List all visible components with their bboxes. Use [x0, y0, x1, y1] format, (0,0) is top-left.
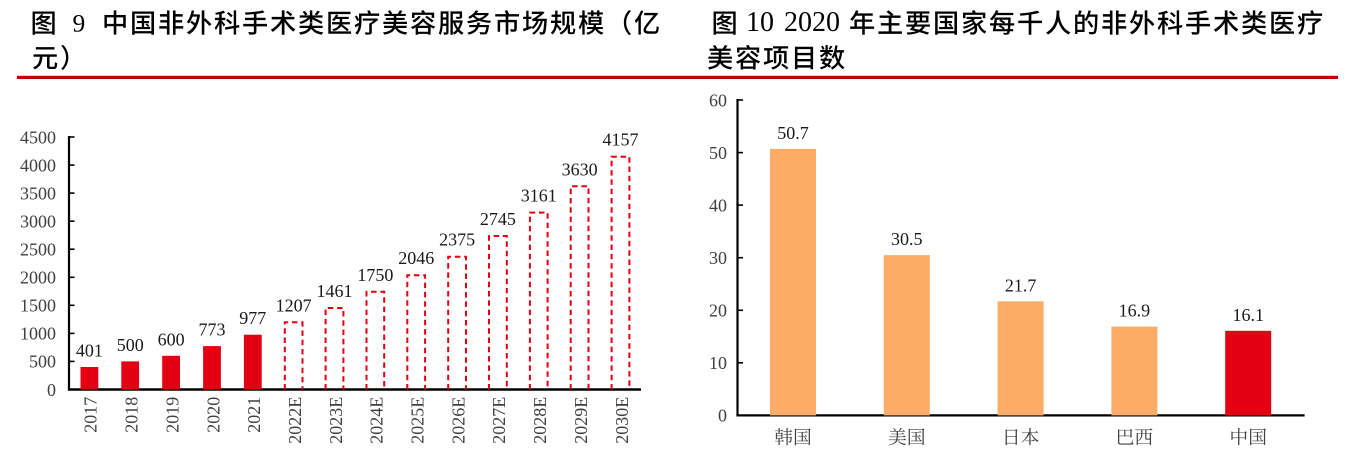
svg-text:2018: 2018 [122, 397, 142, 433]
svg-text:2022E: 2022E [285, 397, 305, 444]
svg-text:2017: 2017 [81, 397, 101, 433]
svg-text:3161: 3161 [521, 186, 557, 206]
svg-text:4000: 4000 [20, 155, 56, 175]
svg-text:4500: 4500 [20, 127, 56, 147]
svg-text:2020: 2020 [784, 7, 840, 38]
svg-text:50: 50 [709, 143, 727, 163]
svg-text:2024E: 2024E [367, 397, 387, 444]
svg-text:1000: 1000 [20, 324, 56, 344]
svg-text:3630: 3630 [562, 159, 598, 179]
svg-text:2030E: 2030E [612, 397, 632, 444]
svg-text:3000: 3000 [20, 212, 56, 232]
svg-text:1750: 1750 [357, 265, 393, 285]
svg-text:0: 0 [47, 380, 56, 400]
svg-text:977: 977 [239, 308, 266, 328]
svg-text:50.7: 50.7 [777, 123, 809, 143]
svg-text:2046: 2046 [398, 248, 434, 268]
svg-text:401: 401 [76, 341, 103, 361]
svg-text:600: 600 [158, 329, 185, 349]
svg-text:773: 773 [199, 320, 226, 340]
svg-text:10: 10 [746, 7, 774, 38]
svg-text:0: 0 [718, 406, 727, 426]
svg-text:30: 30 [709, 248, 727, 268]
svg-text:30.5: 30.5 [891, 229, 923, 249]
svg-text:2745: 2745 [480, 209, 516, 229]
svg-text:20: 20 [709, 301, 727, 321]
svg-text:2000: 2000 [20, 268, 56, 288]
svg-text:2500: 2500 [20, 240, 56, 260]
svg-text:40: 40 [709, 195, 727, 215]
svg-text:2025E: 2025E [408, 397, 428, 444]
svg-text:2029E: 2029E [571, 397, 591, 444]
svg-text:2027E: 2027E [489, 397, 509, 444]
svg-text:9: 9 [73, 9, 86, 38]
svg-text:2026E: 2026E [448, 397, 468, 444]
svg-text:16.9: 16.9 [1119, 301, 1151, 321]
svg-text:1207: 1207 [276, 295, 312, 315]
svg-text:3500: 3500 [20, 183, 56, 203]
svg-text:2023E: 2023E [326, 397, 346, 444]
svg-text:1500: 1500 [20, 296, 56, 316]
svg-text:10: 10 [709, 353, 727, 373]
svg-text:4157: 4157 [603, 130, 639, 150]
svg-text:2028E: 2028E [530, 397, 550, 444]
svg-text:2020: 2020 [203, 397, 223, 433]
svg-text:2021: 2021 [244, 397, 264, 433]
svg-text:2375: 2375 [439, 230, 475, 250]
svg-text:21.7: 21.7 [1005, 275, 1037, 295]
svg-text:60: 60 [709, 90, 727, 110]
svg-text:16.1: 16.1 [1232, 305, 1264, 325]
svg-text:500: 500 [29, 352, 56, 372]
svg-text:1461: 1461 [317, 281, 353, 301]
svg-text:2019: 2019 [162, 397, 182, 433]
svg-text:500: 500 [117, 335, 144, 355]
